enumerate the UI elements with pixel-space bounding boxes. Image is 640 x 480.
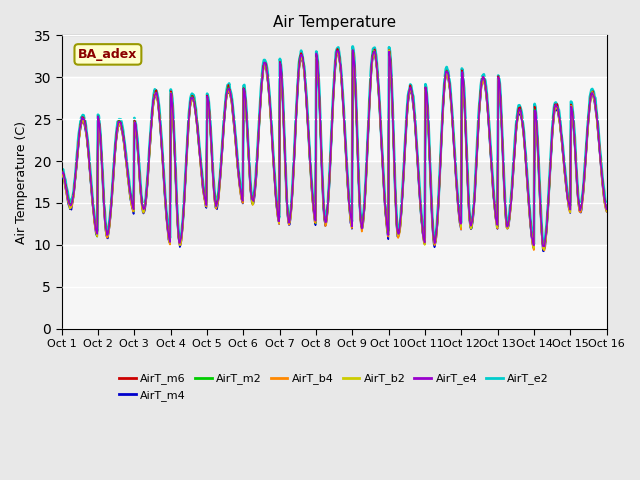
AirT_m2	[540, 245, 548, 251]
Line: AirT_m2: AirT_m2	[61, 51, 607, 248]
Bar	[61, 77, 607, 161]
AirT_m4	[417, 213, 425, 219]
Line: AirT_e4: AirT_e4	[61, 50, 607, 246]
AirT_b2	[179, 220, 187, 226]
AirT_m6	[603, 205, 611, 211]
AirT_m2	[401, 145, 409, 151]
AirT_m6	[68, 203, 76, 209]
AirT_e2	[417, 205, 425, 211]
AirT_m4	[68, 207, 76, 213]
AirT_m6	[124, 168, 131, 174]
AirT_m6	[179, 219, 187, 225]
AirT_b2	[58, 173, 65, 179]
Line: AirT_b2: AirT_b2	[61, 50, 607, 250]
AirT_b2	[68, 203, 76, 209]
AirT_e4	[58, 170, 65, 176]
Title: Air Temperature: Air Temperature	[273, 15, 396, 30]
AirT_m2	[603, 206, 611, 212]
AirT_b4	[541, 247, 548, 253]
AirT_e4	[417, 209, 425, 215]
AirT_b2	[540, 247, 548, 253]
AirT_b4	[124, 173, 131, 179]
AirT_b2	[603, 208, 611, 214]
AirT_m4	[208, 152, 216, 157]
AirT_m6	[539, 243, 547, 249]
AirT_b4	[349, 48, 356, 53]
AirT_m6	[333, 46, 341, 52]
AirT_e2	[603, 202, 611, 208]
Line: AirT_b4: AirT_b4	[61, 50, 607, 250]
AirT_b2	[124, 172, 131, 178]
AirT_b4	[417, 209, 425, 215]
AirT_b4	[208, 153, 216, 158]
AirT_m2	[179, 220, 187, 226]
AirT_b2	[208, 150, 216, 156]
AirT_e2	[208, 144, 216, 150]
AirT_b4	[401, 147, 409, 153]
AirT_m4	[401, 148, 409, 154]
AirT_m2	[68, 200, 76, 206]
AirT_e4	[401, 144, 409, 150]
Bar	[61, 245, 607, 329]
AirT_m4	[370, 49, 378, 55]
AirT_m2	[208, 147, 216, 153]
AirT_e4	[603, 206, 611, 212]
Y-axis label: Air Temperature (C): Air Temperature (C)	[15, 120, 28, 243]
AirT_e4	[68, 201, 76, 207]
AirT_m2	[349, 48, 356, 54]
AirT_m4	[124, 173, 131, 179]
AirT_e2	[124, 167, 131, 172]
AirT_m6	[58, 168, 65, 173]
Line: AirT_m4: AirT_m4	[61, 52, 607, 251]
AirT_e4	[124, 169, 131, 175]
AirT_m6	[208, 147, 216, 153]
AirT_e2	[540, 241, 548, 247]
Line: AirT_e2: AirT_e2	[61, 47, 607, 244]
AirT_e4	[541, 243, 548, 249]
AirT_e2	[68, 198, 76, 204]
AirT_m4	[603, 209, 611, 215]
AirT_e2	[401, 141, 409, 147]
AirT_b4	[68, 204, 76, 210]
AirT_e4	[349, 48, 356, 53]
AirT_b4	[603, 209, 611, 215]
AirT_b2	[385, 47, 393, 53]
AirT_m2	[58, 169, 65, 175]
AirT_e4	[208, 149, 216, 155]
AirT_e2	[58, 166, 65, 171]
Text: BA_adex: BA_adex	[78, 48, 138, 61]
AirT_b2	[417, 211, 425, 216]
AirT_b4	[58, 173, 65, 179]
AirT_e4	[179, 218, 187, 224]
AirT_m4	[58, 172, 65, 178]
AirT_m2	[417, 211, 425, 217]
AirT_e2	[349, 44, 356, 49]
AirT_m6	[417, 206, 425, 212]
AirT_m4	[179, 220, 187, 226]
AirT_m4	[540, 248, 548, 254]
AirT_b4	[179, 221, 187, 227]
Line: AirT_m6: AirT_m6	[61, 49, 607, 246]
AirT_m2	[124, 169, 131, 175]
AirT_b2	[401, 145, 409, 151]
AirT_m6	[401, 143, 409, 149]
AirT_e2	[179, 216, 187, 222]
Legend: AirT_m6, AirT_m4, AirT_m2, AirT_b4, AirT_b2, AirT_e4, AirT_e2: AirT_m6, AirT_m4, AirT_m2, AirT_b4, AirT…	[115, 369, 554, 405]
